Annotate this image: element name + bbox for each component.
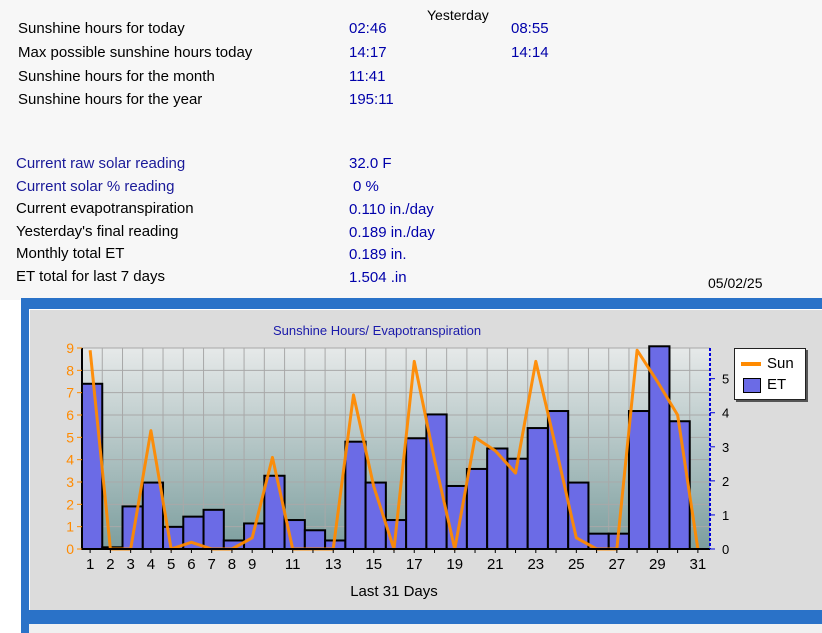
et-bar [526, 427, 549, 551]
yesterday-header: Yesterday [427, 7, 489, 23]
left-tick-label: 6 [66, 407, 74, 423]
max-sunshine-label: Max possible sunshine hours today [18, 44, 253, 61]
sunshine-yesterday-value: 08:55 [511, 20, 549, 37]
x-tick-label: 13 [325, 556, 342, 573]
x-tick-label: 6 [187, 556, 195, 573]
x-tick-label: 15 [365, 556, 382, 573]
left-tick-label: 8 [66, 362, 74, 378]
x-axis-labels: 1 2 3 4 5 6 7 8 9 11 13 15 17 19 21 23 25 27 29 31 [86, 549, 706, 573]
et-bar [303, 529, 327, 550]
right-tick-label: 1 [722, 508, 729, 523]
x-tick-label: 2 [106, 556, 114, 573]
et-bar [486, 447, 509, 550]
x-tick-label: 3 [126, 556, 134, 573]
et-bar [81, 382, 104, 550]
evapotranspiration-label: Current evapotranspiration [16, 200, 194, 217]
et-bar [648, 345, 671, 550]
left-tick-label: 3 [66, 474, 74, 490]
raw-solar-label: Current raw solar reading [16, 155, 186, 172]
et-bar [627, 410, 651, 550]
x-tick-label: 8 [228, 556, 236, 573]
sun-legend-label: Sun [767, 355, 794, 372]
right-tick-label: 5 [722, 372, 729, 387]
sunshine-year-label: Sunshine hours for the year [18, 91, 203, 108]
et-bar [263, 474, 286, 551]
right-tick-label: 3 [722, 440, 729, 455]
yesterday-final-label: Yesterday's final reading [16, 223, 179, 240]
sunshine-month-label: Sunshine hours for the month [18, 68, 215, 85]
et-bar [465, 467, 489, 550]
et-bar [506, 457, 529, 550]
yesterday-final-value: 0.189 in./day [349, 224, 435, 241]
monthly-et-label: Monthly total ET [16, 245, 125, 262]
x-tick-label: 21 [487, 556, 504, 573]
left-tick-label: 2 [66, 496, 74, 512]
x-tick-label: 29 [649, 556, 666, 573]
right-axis-labels: 0 1 2 3 4 5 [710, 372, 729, 557]
left-tick-label: 7 [66, 385, 74, 401]
x-tick-label: 11 [285, 556, 301, 573]
et-bar [202, 508, 225, 550]
x-tick-label: 25 [568, 556, 585, 573]
sunshine-year-value: 195:11 [349, 91, 394, 108]
x-tick-label: 31 [690, 556, 707, 573]
x-tick-label: 17 [406, 556, 423, 573]
x-tick-label: 5 [167, 556, 175, 573]
summary-background [0, 0, 822, 300]
et-legend-swatch [743, 378, 761, 393]
right-tick-label: 2 [722, 474, 729, 489]
left-tick-label: 1 [66, 519, 74, 535]
x-tick-label: 9 [248, 556, 256, 573]
x-tick-label: 7 [208, 556, 216, 573]
x-tick-label: 19 [446, 556, 463, 573]
et-bar [344, 440, 367, 550]
right-tick-label: 0 [722, 542, 729, 557]
et-bar [405, 437, 428, 550]
max-sunshine-value: 14:17 [349, 44, 387, 61]
left-tick-label: 9 [66, 340, 74, 356]
sunshine-today-label: Sunshine hours for today [18, 20, 185, 37]
evapotranspiration-value: 0.110 in./day [349, 201, 434, 218]
x-tick-label: 23 [527, 556, 544, 573]
plot-area [82, 348, 710, 549]
report-date: 05/02/25 [708, 275, 763, 291]
x-axis-title: Last 31 Days [350, 583, 438, 600]
x-tick-label: 1 [86, 556, 94, 573]
sunshine-month-value: 11:41 [349, 68, 386, 85]
right-tick-label: 4 [722, 406, 729, 421]
next-panel-edge [29, 624, 822, 633]
sunshine-today-value: 02:46 [349, 20, 387, 37]
sun-legend-swatch [741, 362, 761, 366]
et-7days-label: ET total for last 7 days [16, 268, 165, 285]
x-tick-label: 27 [608, 556, 625, 573]
et-legend-label: ET [767, 376, 787, 393]
et-7days-value: 1.504 .in [349, 269, 407, 286]
solar-percent-label: Current solar % reading [16, 178, 175, 195]
left-tick-label: 5 [66, 429, 74, 445]
raw-solar-value: 32.0 F [349, 155, 392, 172]
chart-title: Sunshine Hours/ Evapotranspiration [273, 323, 481, 338]
monthly-et-value: 0.189 in. [349, 246, 407, 263]
x-tick-label: 4 [147, 556, 155, 573]
solar-percent-value: 0 % [353, 178, 379, 195]
left-axis-labels: 0 1 2 3 4 5 6 7 8 9 [66, 340, 82, 557]
max-sunshine-yesterday-value: 14:14 [511, 44, 549, 61]
left-tick-label: 4 [66, 452, 74, 468]
left-tick-label: 0 [66, 541, 74, 557]
chart-legend: Sun ET [734, 348, 806, 400]
axes [81, 348, 711, 550]
